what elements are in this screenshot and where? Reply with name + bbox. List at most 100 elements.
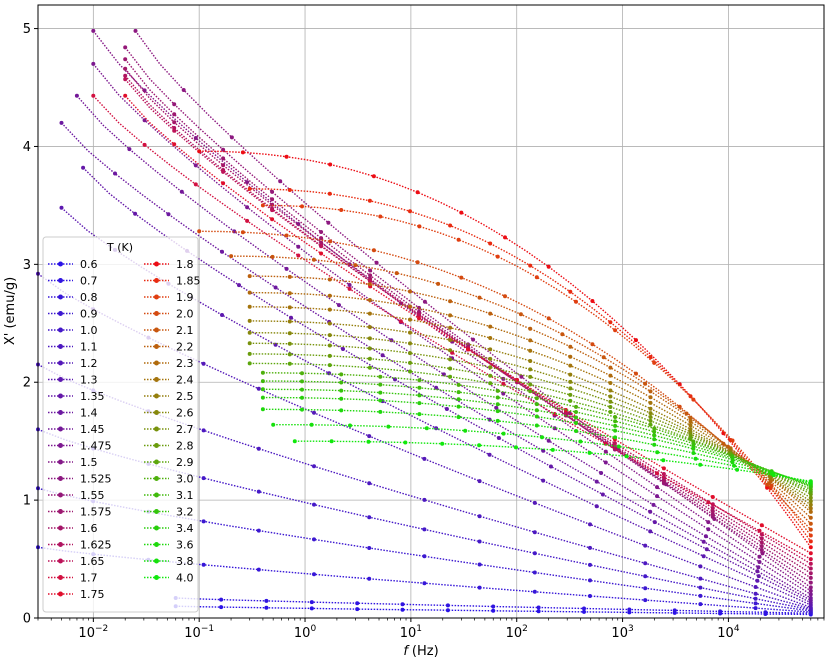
legend-label: 1.9 bbox=[176, 291, 194, 304]
data-point bbox=[408, 317, 412, 322]
data-point bbox=[386, 424, 391, 429]
data-point bbox=[528, 367, 533, 372]
legend-label: 1.55 bbox=[80, 489, 105, 502]
data-point bbox=[487, 452, 492, 457]
data-point bbox=[371, 174, 376, 179]
data-point bbox=[456, 390, 461, 395]
data-point bbox=[648, 389, 653, 394]
data-point bbox=[808, 575, 813, 580]
data-point bbox=[367, 325, 372, 330]
data-point bbox=[698, 593, 703, 598]
data-point bbox=[757, 554, 762, 559]
data-point bbox=[608, 373, 613, 378]
legend-label: 3.1 bbox=[176, 489, 194, 502]
legend-label: 1.575 bbox=[80, 506, 112, 519]
legend-marker bbox=[58, 311, 63, 316]
data-point bbox=[256, 489, 261, 494]
legend-entry-2.7: 2.7 bbox=[144, 423, 194, 436]
data-point bbox=[568, 392, 573, 397]
data-point bbox=[287, 319, 292, 324]
data-point bbox=[59, 205, 64, 210]
data-point bbox=[355, 601, 360, 606]
data-point bbox=[536, 605, 541, 610]
data-point bbox=[698, 585, 703, 590]
legend-marker bbox=[154, 393, 159, 399]
data-point bbox=[367, 515, 372, 520]
x-tick-label: 100 bbox=[294, 624, 317, 641]
data-point bbox=[300, 387, 304, 392]
legend-marker bbox=[154, 542, 159, 547]
data-point bbox=[415, 260, 420, 265]
data-point bbox=[503, 294, 507, 299]
legend-marker bbox=[58, 575, 63, 580]
data-point bbox=[613, 423, 618, 428]
data-point bbox=[284, 233, 289, 238]
data-point bbox=[546, 316, 551, 321]
legend-entry-1.55: 1.55 bbox=[48, 489, 105, 502]
data-point bbox=[347, 286, 352, 291]
data-point bbox=[808, 515, 813, 520]
data-point bbox=[488, 336, 493, 340]
legend-marker bbox=[58, 294, 63, 300]
data-point bbox=[172, 112, 177, 117]
data-point bbox=[417, 316, 421, 321]
data-point bbox=[488, 241, 493, 246]
data-point bbox=[613, 435, 618, 440]
legend-entry-1.2: 1.2 bbox=[48, 357, 98, 370]
data-point bbox=[201, 562, 206, 567]
data-point bbox=[808, 502, 813, 507]
data-point bbox=[247, 351, 252, 356]
legend-label: 2.7 bbox=[176, 423, 194, 436]
data-point bbox=[123, 93, 128, 98]
data-point bbox=[319, 240, 324, 245]
data-point bbox=[652, 520, 657, 525]
data-point bbox=[270, 217, 275, 222]
data-point bbox=[771, 473, 776, 478]
data-point bbox=[759, 523, 764, 528]
data-point bbox=[648, 418, 653, 423]
data-point bbox=[655, 494, 659, 499]
data-point bbox=[113, 171, 117, 176]
data-point bbox=[327, 353, 332, 358]
data-point bbox=[513, 445, 518, 450]
data-point bbox=[456, 404, 461, 409]
data-point bbox=[627, 610, 632, 615]
series-line-3.4 bbox=[262, 396, 812, 486]
legend-label: 1.3 bbox=[80, 374, 98, 387]
data-point bbox=[477, 585, 482, 590]
data-point bbox=[540, 435, 544, 440]
series-4.0 bbox=[292, 439, 813, 484]
data-point bbox=[398, 319, 403, 324]
data-point bbox=[394, 271, 399, 276]
data-point bbox=[166, 212, 171, 217]
data-point bbox=[574, 429, 578, 433]
data-point bbox=[568, 379, 573, 384]
data-point bbox=[546, 264, 551, 269]
data-point bbox=[456, 415, 461, 420]
data-point bbox=[91, 28, 96, 33]
data-point bbox=[753, 591, 758, 596]
data-point bbox=[578, 439, 583, 444]
data-point bbox=[172, 128, 177, 133]
legend-marker bbox=[58, 410, 63, 415]
data-point bbox=[367, 576, 372, 581]
legend-marker bbox=[154, 294, 159, 300]
legend-label: 3.8 bbox=[176, 555, 194, 568]
series-1.475 bbox=[91, 61, 813, 597]
data-point bbox=[256, 446, 261, 451]
legend-label: 0.6 bbox=[80, 258, 98, 271]
legend-entry-2.2: 2.2 bbox=[144, 341, 194, 354]
data-point bbox=[651, 502, 656, 507]
data-point bbox=[648, 400, 653, 405]
data-point bbox=[760, 551, 765, 556]
data-point bbox=[417, 313, 421, 318]
data-point bbox=[309, 606, 314, 611]
data-point bbox=[808, 499, 813, 504]
data-point bbox=[245, 205, 250, 210]
data-point bbox=[532, 530, 537, 535]
data-point bbox=[808, 571, 813, 576]
data-point bbox=[759, 536, 764, 541]
data-point bbox=[582, 606, 586, 611]
data-point bbox=[710, 495, 715, 499]
legend-label: 2.0 bbox=[176, 308, 194, 321]
